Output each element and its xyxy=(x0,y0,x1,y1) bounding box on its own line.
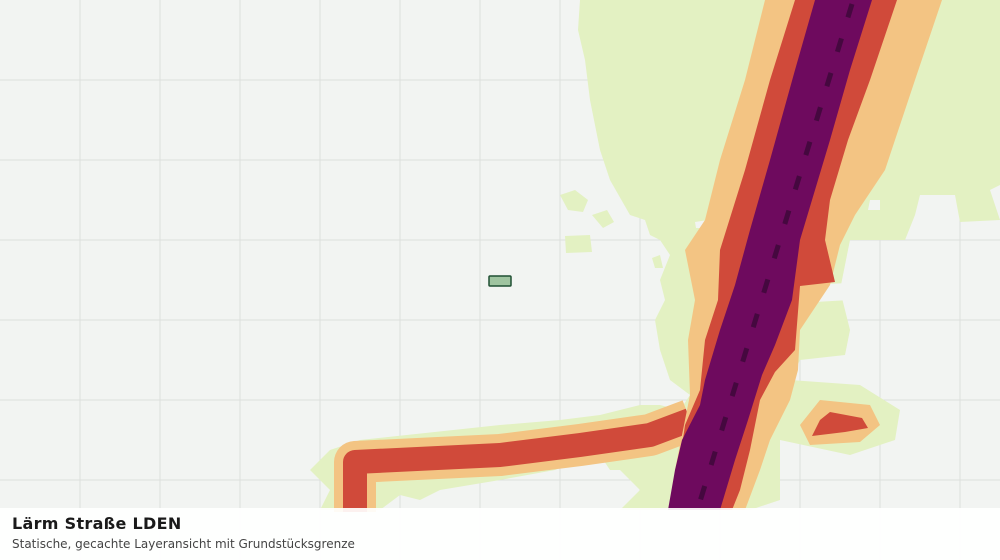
noise-zone-high-spot xyxy=(812,412,868,436)
layer-subtitle: Statische, gecachte Layeransicht mit Gru… xyxy=(12,537,355,551)
noise-zone-road-branch xyxy=(334,400,698,512)
caption-panel: Lärm Straße LDEN Statische, gecachte Lay… xyxy=(0,508,1000,560)
road-centerline xyxy=(695,3,855,509)
layer-title: Lärm Straße LDEN xyxy=(12,514,182,533)
parcel-boundary xyxy=(488,275,512,287)
noise-zone-very-high xyxy=(668,0,872,510)
